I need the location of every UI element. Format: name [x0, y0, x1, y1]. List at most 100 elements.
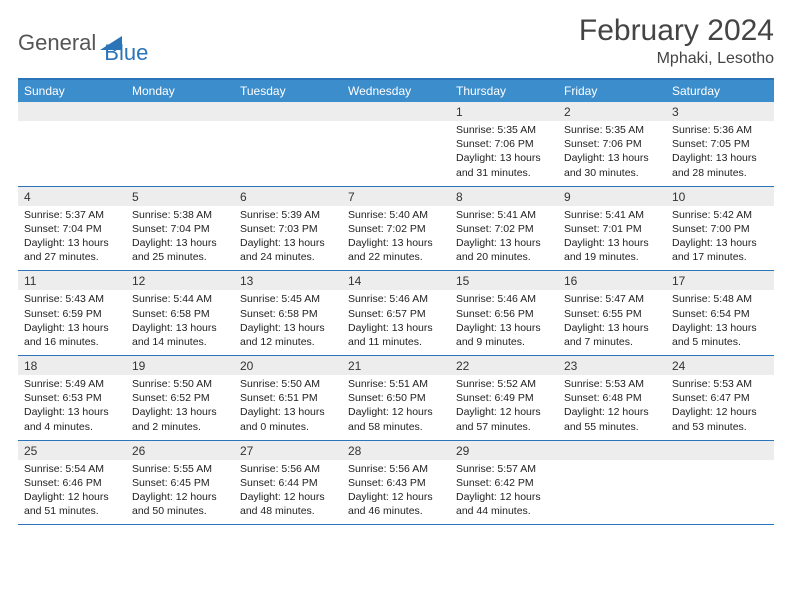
- day-info: Sunrise: 5:46 AMSunset: 6:56 PMDaylight:…: [450, 290, 558, 355]
- sunset-text: Sunset: 6:47 PM: [672, 391, 768, 405]
- daylight-text: Daylight: 13 hours and 7 minutes.: [564, 321, 660, 349]
- day-number: 16: [558, 271, 666, 290]
- sunset-text: Sunset: 6:59 PM: [24, 307, 120, 321]
- sunrise-text: Sunrise: 5:49 AM: [24, 377, 120, 391]
- day-info: [126, 121, 234, 186]
- sunset-text: Sunset: 7:02 PM: [456, 222, 552, 236]
- daylight-text: Daylight: 13 hours and 27 minutes.: [24, 236, 120, 264]
- daylight-text: Daylight: 12 hours and 55 minutes.: [564, 405, 660, 433]
- sunrise-text: Sunrise: 5:50 AM: [240, 377, 336, 391]
- sunrise-text: Sunrise: 5:54 AM: [24, 462, 120, 476]
- daylight-text: Daylight: 13 hours and 14 minutes.: [132, 321, 228, 349]
- daylight-text: Daylight: 13 hours and 16 minutes.: [24, 321, 120, 349]
- day-info: Sunrise: 5:37 AMSunset: 7:04 PMDaylight:…: [18, 206, 126, 271]
- day-info: Sunrise: 5:47 AMSunset: 6:55 PMDaylight:…: [558, 290, 666, 355]
- sunrise-text: Sunrise: 5:35 AM: [564, 123, 660, 137]
- sunset-text: Sunset: 7:05 PM: [672, 137, 768, 151]
- day-number: 22: [450, 356, 558, 375]
- day-number: 17: [666, 271, 774, 290]
- day-info: Sunrise: 5:53 AMSunset: 6:47 PMDaylight:…: [666, 375, 774, 440]
- daylight-text: Daylight: 13 hours and 4 minutes.: [24, 405, 120, 433]
- calendar: Sunday Monday Tuesday Wednesday Thursday…: [18, 78, 774, 525]
- sunset-text: Sunset: 7:06 PM: [564, 137, 660, 151]
- day-number: 28: [342, 441, 450, 460]
- week-info-row: Sunrise: 5:43 AMSunset: 6:59 PMDaylight:…: [18, 290, 774, 356]
- day-number: 29: [450, 441, 558, 460]
- day-number: 5: [126, 187, 234, 206]
- sunrise-text: Sunrise: 5:35 AM: [456, 123, 552, 137]
- day-info: Sunrise: 5:56 AMSunset: 6:44 PMDaylight:…: [234, 460, 342, 525]
- day-of-week-row: Sunday Monday Tuesday Wednesday Thursday…: [18, 80, 774, 102]
- daylight-text: Daylight: 13 hours and 19 minutes.: [564, 236, 660, 264]
- day-number: [234, 102, 342, 121]
- daylight-text: Daylight: 12 hours and 44 minutes.: [456, 490, 552, 518]
- daylight-text: Daylight: 13 hours and 0 minutes.: [240, 405, 336, 433]
- sunset-text: Sunset: 6:52 PM: [132, 391, 228, 405]
- sunset-text: Sunset: 6:55 PM: [564, 307, 660, 321]
- day-number: 13: [234, 271, 342, 290]
- sunrise-text: Sunrise: 5:43 AM: [24, 292, 120, 306]
- daylight-text: Daylight: 13 hours and 11 minutes.: [348, 321, 444, 349]
- dow-wednesday: Wednesday: [342, 80, 450, 102]
- daylight-text: Daylight: 13 hours and 20 minutes.: [456, 236, 552, 264]
- daylight-text: Daylight: 12 hours and 48 minutes.: [240, 490, 336, 518]
- sunset-text: Sunset: 6:42 PM: [456, 476, 552, 490]
- sunset-text: Sunset: 6:46 PM: [24, 476, 120, 490]
- sunrise-text: Sunrise: 5:51 AM: [348, 377, 444, 391]
- title-block: February 2024 Mphaki, Lesotho: [579, 14, 774, 68]
- day-info: Sunrise: 5:46 AMSunset: 6:57 PMDaylight:…: [342, 290, 450, 355]
- sunrise-text: Sunrise: 5:52 AM: [456, 377, 552, 391]
- day-info: Sunrise: 5:35 AMSunset: 7:06 PMDaylight:…: [558, 121, 666, 186]
- daylight-text: Daylight: 12 hours and 58 minutes.: [348, 405, 444, 433]
- dow-sunday: Sunday: [18, 80, 126, 102]
- sunrise-text: Sunrise: 5:37 AM: [24, 208, 120, 222]
- day-info: Sunrise: 5:43 AMSunset: 6:59 PMDaylight:…: [18, 290, 126, 355]
- day-number: [18, 102, 126, 121]
- day-number: 4: [18, 187, 126, 206]
- day-info: Sunrise: 5:48 AMSunset: 6:54 PMDaylight:…: [666, 290, 774, 355]
- day-number: 10: [666, 187, 774, 206]
- weeks-container: 123Sunrise: 5:35 AMSunset: 7:06 PMDaylig…: [18, 102, 774, 525]
- week-info-row: Sunrise: 5:37 AMSunset: 7:04 PMDaylight:…: [18, 206, 774, 272]
- sunrise-text: Sunrise: 5:41 AM: [564, 208, 660, 222]
- day-number: 27: [234, 441, 342, 460]
- location: Mphaki, Lesotho: [579, 50, 774, 68]
- logo-text-blue: Blue: [104, 40, 148, 66]
- day-number: 14: [342, 271, 450, 290]
- sunrise-text: Sunrise: 5:55 AM: [132, 462, 228, 476]
- day-number: [558, 441, 666, 460]
- day-number: 1: [450, 102, 558, 121]
- day-number: 25: [18, 441, 126, 460]
- sunset-text: Sunset: 6:43 PM: [348, 476, 444, 490]
- day-number: 23: [558, 356, 666, 375]
- day-number: [126, 102, 234, 121]
- daylight-text: Daylight: 13 hours and 28 minutes.: [672, 151, 768, 179]
- day-info: [342, 121, 450, 186]
- sunrise-text: Sunrise: 5:53 AM: [672, 377, 768, 391]
- day-info: [558, 460, 666, 525]
- day-info: Sunrise: 5:49 AMSunset: 6:53 PMDaylight:…: [18, 375, 126, 440]
- sunrise-text: Sunrise: 5:40 AM: [348, 208, 444, 222]
- day-number: 11: [18, 271, 126, 290]
- week-daynum-row: 123: [18, 102, 774, 121]
- dow-monday: Monday: [126, 80, 234, 102]
- sunset-text: Sunset: 7:02 PM: [348, 222, 444, 236]
- week-daynum-row: 45678910: [18, 187, 774, 206]
- day-info: Sunrise: 5:50 AMSunset: 6:51 PMDaylight:…: [234, 375, 342, 440]
- sunrise-text: Sunrise: 5:48 AM: [672, 292, 768, 306]
- sunrise-text: Sunrise: 5:36 AM: [672, 123, 768, 137]
- day-info: [234, 121, 342, 186]
- sunset-text: Sunset: 7:03 PM: [240, 222, 336, 236]
- day-info: Sunrise: 5:40 AMSunset: 7:02 PMDaylight:…: [342, 206, 450, 271]
- daylight-text: Daylight: 13 hours and 24 minutes.: [240, 236, 336, 264]
- sunrise-text: Sunrise: 5:50 AM: [132, 377, 228, 391]
- day-info: Sunrise: 5:45 AMSunset: 6:58 PMDaylight:…: [234, 290, 342, 355]
- daylight-text: Daylight: 12 hours and 53 minutes.: [672, 405, 768, 433]
- day-info: Sunrise: 5:44 AMSunset: 6:58 PMDaylight:…: [126, 290, 234, 355]
- dow-saturday: Saturday: [666, 80, 774, 102]
- day-info: Sunrise: 5:41 AMSunset: 7:02 PMDaylight:…: [450, 206, 558, 271]
- sunrise-text: Sunrise: 5:42 AM: [672, 208, 768, 222]
- day-info: Sunrise: 5:51 AMSunset: 6:50 PMDaylight:…: [342, 375, 450, 440]
- week-daynum-row: 11121314151617: [18, 271, 774, 290]
- day-number: 18: [18, 356, 126, 375]
